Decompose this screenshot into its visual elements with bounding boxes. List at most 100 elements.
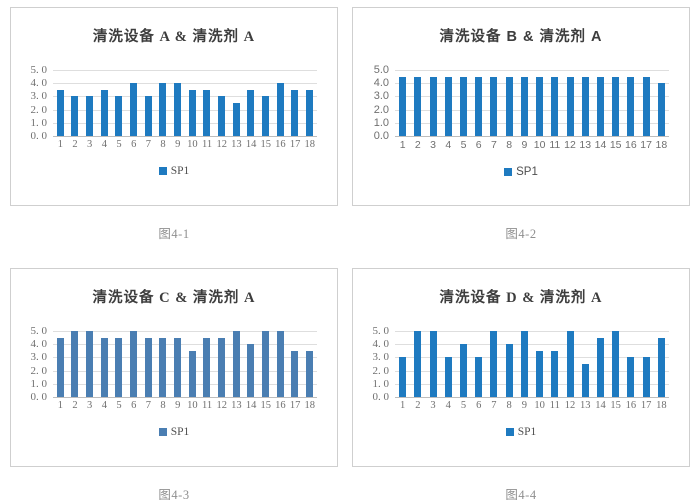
bars xyxy=(395,331,669,397)
x-tick-label: 17 xyxy=(640,400,652,411)
figure-caption: 图4-4 xyxy=(505,488,537,500)
x-tick-label: 12 xyxy=(564,139,576,151)
y-tick-label: 3. 0 xyxy=(372,351,390,364)
y-tick-label: 3. 0 xyxy=(30,90,48,103)
bars xyxy=(395,70,669,136)
x-tick-label: 9 xyxy=(521,139,528,151)
bar xyxy=(100,337,108,397)
gridline xyxy=(53,70,317,71)
bar xyxy=(144,337,152,397)
x-tick-label: 18 xyxy=(655,139,668,151)
bar xyxy=(71,96,79,136)
x-tick-label: 2 xyxy=(72,400,78,411)
x-tick-label: 3 xyxy=(430,400,436,411)
bar xyxy=(174,83,182,136)
x-tick-label: 18 xyxy=(304,400,316,411)
x-tick-label: 4 xyxy=(101,139,107,150)
x-tick-label: 18 xyxy=(304,139,316,150)
y-tick-label: 0.0 xyxy=(373,130,389,142)
bar xyxy=(627,76,635,136)
gridline xyxy=(395,383,669,385)
x-tick-label: 2 xyxy=(415,400,421,411)
x-tick-label: 11 xyxy=(549,139,561,151)
gridline xyxy=(53,331,317,332)
x-tick-label: 12 xyxy=(216,400,227,411)
x-tick-label: 16 xyxy=(275,139,286,150)
y-axis: 5.0 4.0 3.0 2.0 1.0 0.0 xyxy=(361,64,395,142)
y-axis: 5. 0 4. 0 3. 0 2. 0 1. 0 0. 0 xyxy=(19,64,53,142)
bars xyxy=(53,331,317,397)
x-tick-label: 8 xyxy=(160,139,166,150)
legend: SP1 xyxy=(361,166,681,178)
gridline xyxy=(53,96,317,98)
bar xyxy=(642,357,650,397)
x-tick-label: 3 xyxy=(430,139,436,151)
bar xyxy=(596,337,604,397)
bar xyxy=(247,344,255,397)
x-tick-label: 14 xyxy=(245,400,257,411)
chart-title: 清洗设备 B & 清洗剂 A xyxy=(439,29,603,45)
y-axis: 5. 0 4. 0 3. 0 2. 0 1. 0 0. 0 xyxy=(19,325,53,403)
x-tick-label: 7 xyxy=(145,139,151,150)
plot-row: 5.0 4.0 3.0 2.0 1.0 0.0 xyxy=(361,64,681,142)
gridline xyxy=(53,357,317,359)
bar xyxy=(247,89,255,136)
x-tick-label: 13 xyxy=(579,400,591,411)
x-tick-label: 2 xyxy=(414,139,421,151)
bar xyxy=(291,89,299,136)
x-tick-label: 10 xyxy=(187,139,198,150)
bar xyxy=(291,350,299,397)
x-axis-line xyxy=(395,136,669,137)
plot-area xyxy=(53,70,317,137)
bar xyxy=(232,331,240,397)
x-tick-label: 15 xyxy=(260,139,271,150)
x-tick-label: 10 xyxy=(534,400,545,411)
legend-marker-icon xyxy=(504,168,513,176)
x-tick-label: 12 xyxy=(216,139,227,150)
y-tick-label: 1. 0 xyxy=(30,377,48,390)
figure-4-4: 清洗设备 D & 清洗剂 A 5. 0 4. 0 3. 0 2. 0 1. 0 0. 0 … xyxy=(352,268,690,500)
x-labels: 1 2 3 4 5 6 7 8 9 10 11 12 13 14 15 16 17 18 xyxy=(53,400,317,411)
bar xyxy=(218,96,226,136)
plot-area xyxy=(395,331,669,398)
charts-grid: 清洗设备 A & 清洗剂 A 5. 0 4. 0 3. 0 2. 0 1. 0 0. 0 … xyxy=(10,7,690,500)
y-tick-label: 4. 0 xyxy=(30,77,48,90)
x-tick-label: 5 xyxy=(116,400,122,411)
x-tick-label: 3 xyxy=(87,400,93,411)
bar xyxy=(188,89,196,136)
bar xyxy=(414,331,422,397)
x-tick-label: 17 xyxy=(289,139,301,150)
x-tick-label: 6 xyxy=(131,400,137,411)
bar xyxy=(276,331,284,397)
y-tick-label: 0. 0 xyxy=(372,391,390,403)
bar xyxy=(475,76,483,136)
y-tick-label: 3.0 xyxy=(373,90,389,103)
y-tick-label: 1. 0 xyxy=(30,116,48,129)
gridline xyxy=(395,344,669,346)
legend-marker-icon xyxy=(158,428,167,436)
x-tick-label: 7 xyxy=(145,400,151,411)
legend: SP1 xyxy=(19,426,329,438)
plot-area xyxy=(53,331,317,398)
bar xyxy=(581,76,589,136)
bar xyxy=(444,76,452,136)
x-axis-line xyxy=(53,136,317,137)
gridline xyxy=(395,331,669,332)
gridline xyxy=(53,83,317,85)
gridline xyxy=(53,383,317,385)
plot-row: 5. 0 4. 0 3. 0 2. 0 1. 0 0. 0 xyxy=(361,325,681,403)
chart-panel: 清洗设备 A & 清洗剂 A 5. 0 4. 0 3. 0 2. 0 1. 0 0. 0 … xyxy=(10,7,338,206)
bar xyxy=(262,96,270,136)
x-tick-label: 16 xyxy=(625,400,637,411)
bar xyxy=(429,331,437,397)
bar xyxy=(71,331,79,397)
x-tick-label: 16 xyxy=(625,139,637,151)
figure-caption: 图4-3 xyxy=(158,488,190,500)
x-tick-label: 5 xyxy=(116,139,122,150)
figure-4-1: 清洗设备 A & 清洗剂 A 5. 0 4. 0 3. 0 2. 0 1. 0 0. 0 … xyxy=(10,7,338,268)
x-tick-label: 1 xyxy=(57,139,63,150)
gridline xyxy=(395,83,669,85)
bar xyxy=(612,76,620,136)
bar xyxy=(627,357,635,397)
